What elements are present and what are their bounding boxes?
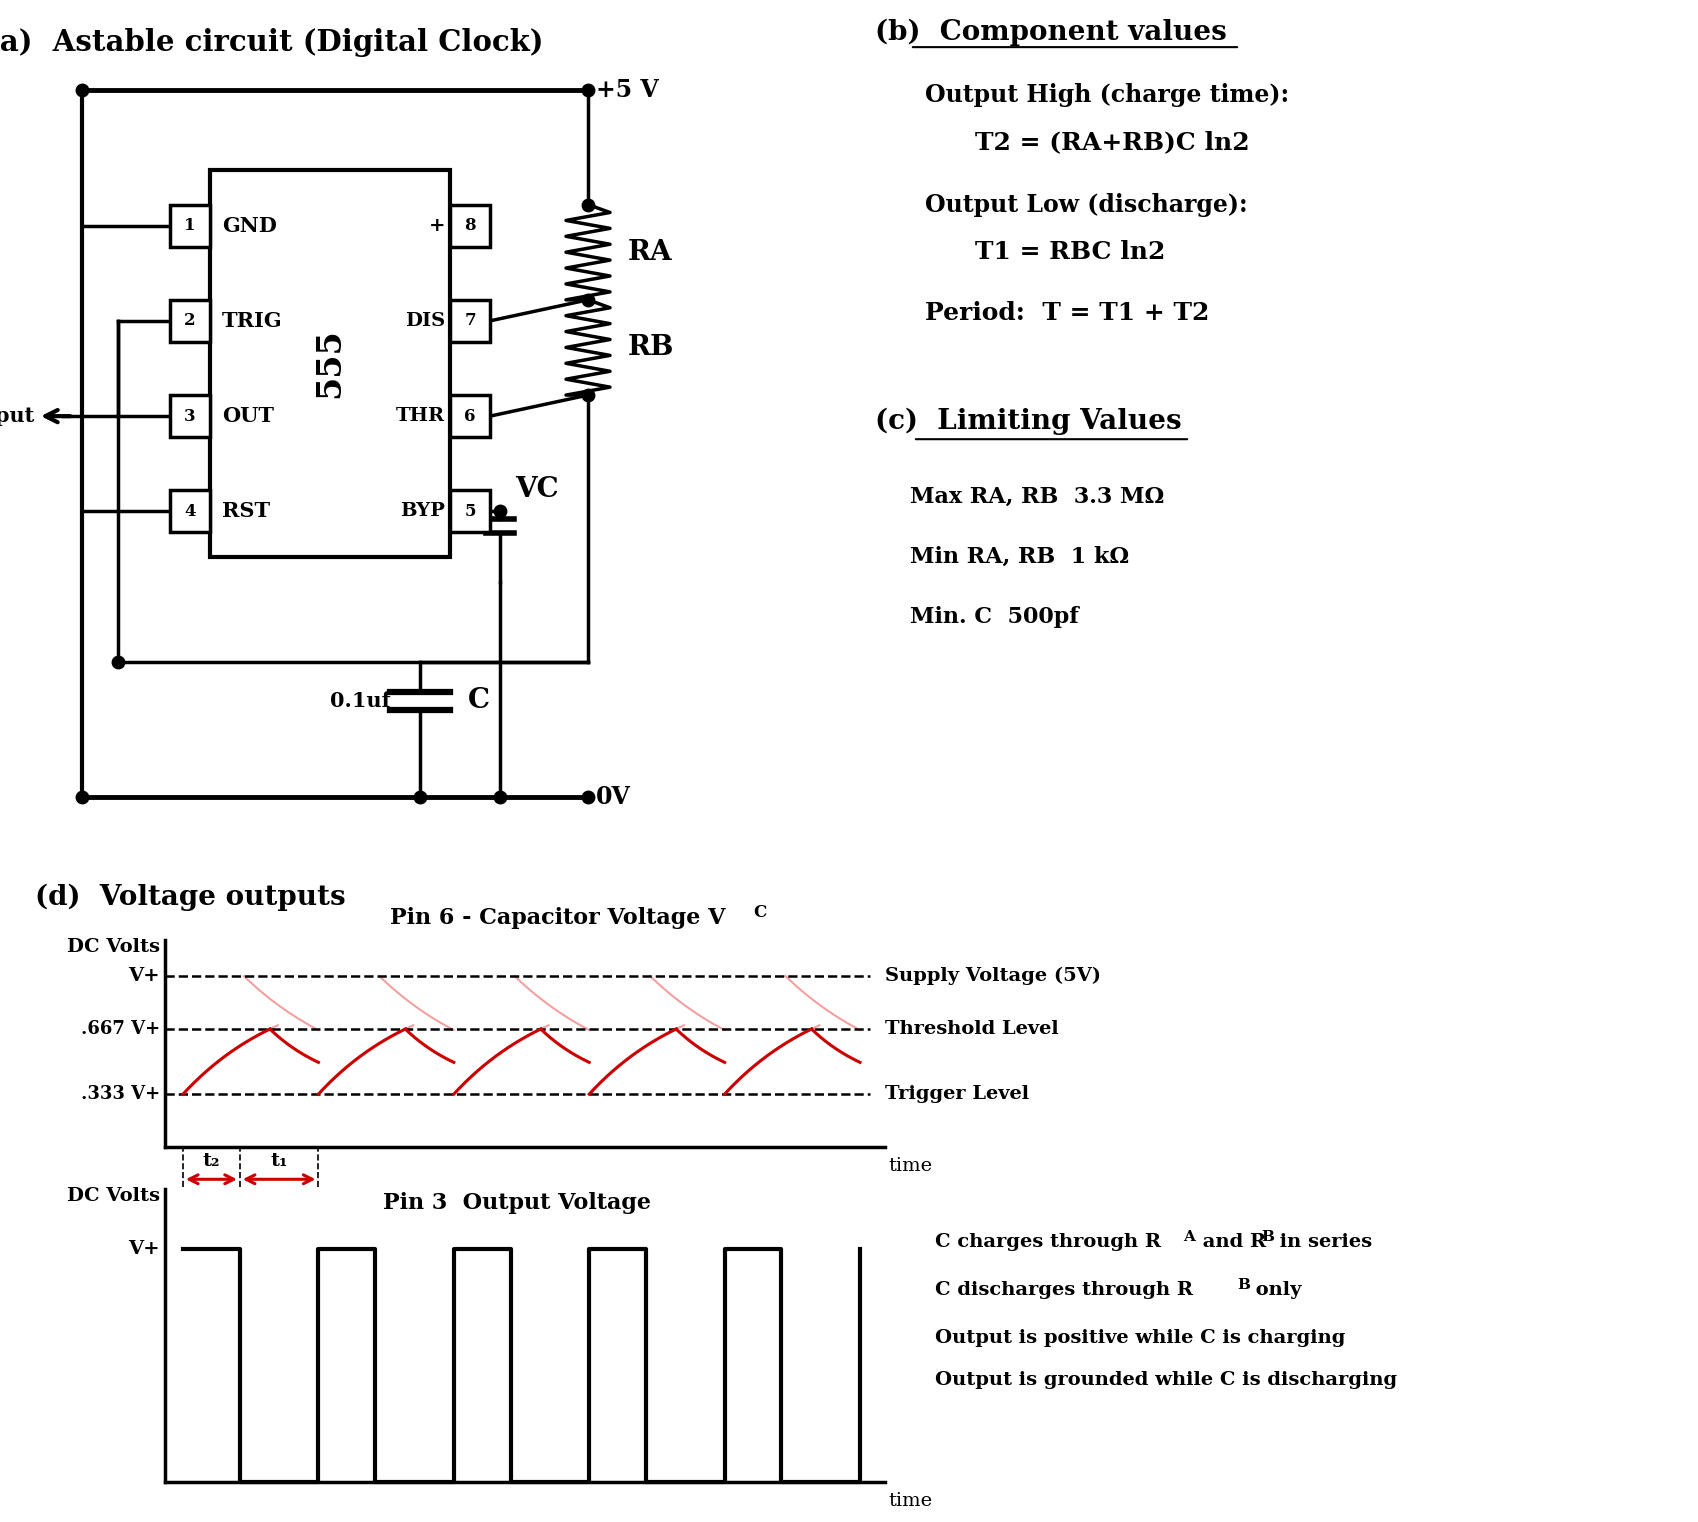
- Text: 6: 6: [464, 408, 475, 425]
- Text: Max RA, RB  3.3 MΩ: Max RA, RB 3.3 MΩ: [910, 486, 1163, 507]
- Text: TRIG: TRIG: [222, 310, 282, 330]
- Text: BYP: BYP: [401, 502, 445, 521]
- Text: 0V: 0V: [596, 785, 630, 810]
- Text: THR: THR: [396, 406, 445, 425]
- Text: OUT: OUT: [222, 406, 273, 426]
- Text: time: time: [888, 1492, 932, 1510]
- Text: C discharges through R: C discharges through R: [934, 1282, 1192, 1300]
- Text: Supply Voltage (5V): Supply Voltage (5V): [885, 966, 1100, 985]
- Text: Output: Output: [0, 406, 34, 426]
- Text: VC: VC: [514, 476, 559, 504]
- Text: and R: and R: [1195, 1233, 1265, 1251]
- Text: DIS: DIS: [404, 312, 445, 330]
- Text: V+: V+: [129, 1240, 160, 1259]
- Text: 8: 8: [464, 218, 475, 234]
- Text: B: B: [1236, 1278, 1250, 1292]
- Text: time: time: [888, 1157, 932, 1175]
- Text: RST: RST: [222, 501, 270, 522]
- Bar: [170, 204, 211, 247]
- Text: 0.1uf: 0.1uf: [329, 691, 391, 711]
- Text: t₂: t₂: [202, 1152, 221, 1170]
- Text: C charges through R: C charges through R: [934, 1233, 1160, 1251]
- Text: Pin 3  Output Voltage: Pin 3 Output Voltage: [384, 1192, 650, 1215]
- Text: +5 V: +5 V: [596, 78, 659, 102]
- Text: Output is positive while C is charging: Output is positive while C is charging: [934, 1329, 1345, 1347]
- Text: 4: 4: [183, 502, 195, 521]
- Text: DC Volts: DC Volts: [66, 939, 160, 956]
- Bar: [211, 170, 450, 557]
- Bar: [170, 490, 211, 533]
- Bar: [450, 300, 489, 342]
- Text: RB: RB: [628, 333, 674, 361]
- Text: Min RA, RB  1 kΩ: Min RA, RB 1 kΩ: [910, 545, 1129, 568]
- Text: GND: GND: [222, 216, 277, 236]
- Text: Trigger Level: Trigger Level: [885, 1085, 1029, 1103]
- Text: 555: 555: [314, 329, 346, 399]
- Text: Period:  T = T1 + T2: Period: T = T1 + T2: [924, 301, 1209, 324]
- Text: A: A: [1182, 1230, 1194, 1243]
- Bar: [450, 396, 489, 437]
- Text: C: C: [467, 688, 489, 714]
- Text: T1 = RBC ln2: T1 = RBC ln2: [975, 239, 1165, 263]
- Text: 2: 2: [183, 312, 195, 329]
- Text: 3: 3: [183, 408, 195, 425]
- Text: .667 V+: .667 V+: [82, 1020, 160, 1038]
- Text: T2 = (RA+RB)C ln2: T2 = (RA+RB)C ln2: [975, 131, 1250, 154]
- Text: 5: 5: [464, 502, 475, 521]
- Text: +: +: [428, 216, 445, 234]
- Text: DC Volts: DC Volts: [66, 1187, 160, 1205]
- Text: (c)  Limiting Values: (c) Limiting Values: [874, 408, 1180, 435]
- Text: Min. C  500pf: Min. C 500pf: [910, 606, 1078, 627]
- Text: (d)  Voltage outputs: (d) Voltage outputs: [36, 884, 345, 912]
- Text: in series: in series: [1272, 1233, 1372, 1251]
- Text: V+: V+: [129, 966, 160, 985]
- Text: (a)  Astable circuit (Digital Clock): (a) Astable circuit (Digital Clock): [0, 27, 543, 56]
- Text: 1: 1: [183, 218, 195, 234]
- Text: Threshold Level: Threshold Level: [885, 1020, 1058, 1038]
- Bar: [170, 300, 211, 342]
- Text: Output is grounded while C is discharging: Output is grounded while C is dischargin…: [934, 1371, 1396, 1390]
- Text: C: C: [752, 904, 766, 921]
- Bar: [450, 490, 489, 533]
- Bar: [170, 396, 211, 437]
- Bar: [450, 204, 489, 247]
- Text: Output Low (discharge):: Output Low (discharge):: [924, 193, 1246, 216]
- Text: 7: 7: [464, 312, 475, 329]
- Text: B: B: [1260, 1230, 1274, 1243]
- Text: .333 V+: .333 V+: [82, 1085, 160, 1103]
- Text: t₁: t₁: [270, 1152, 287, 1170]
- Text: only: only: [1248, 1282, 1301, 1300]
- Text: RA: RA: [628, 239, 672, 266]
- Text: Pin 6 - Capacitor Voltage V: Pin 6 - Capacitor Voltage V: [389, 907, 725, 930]
- Text: (b)  Component values: (b) Component values: [874, 18, 1226, 46]
- Text: Output High (charge time):: Output High (charge time):: [924, 84, 1289, 107]
